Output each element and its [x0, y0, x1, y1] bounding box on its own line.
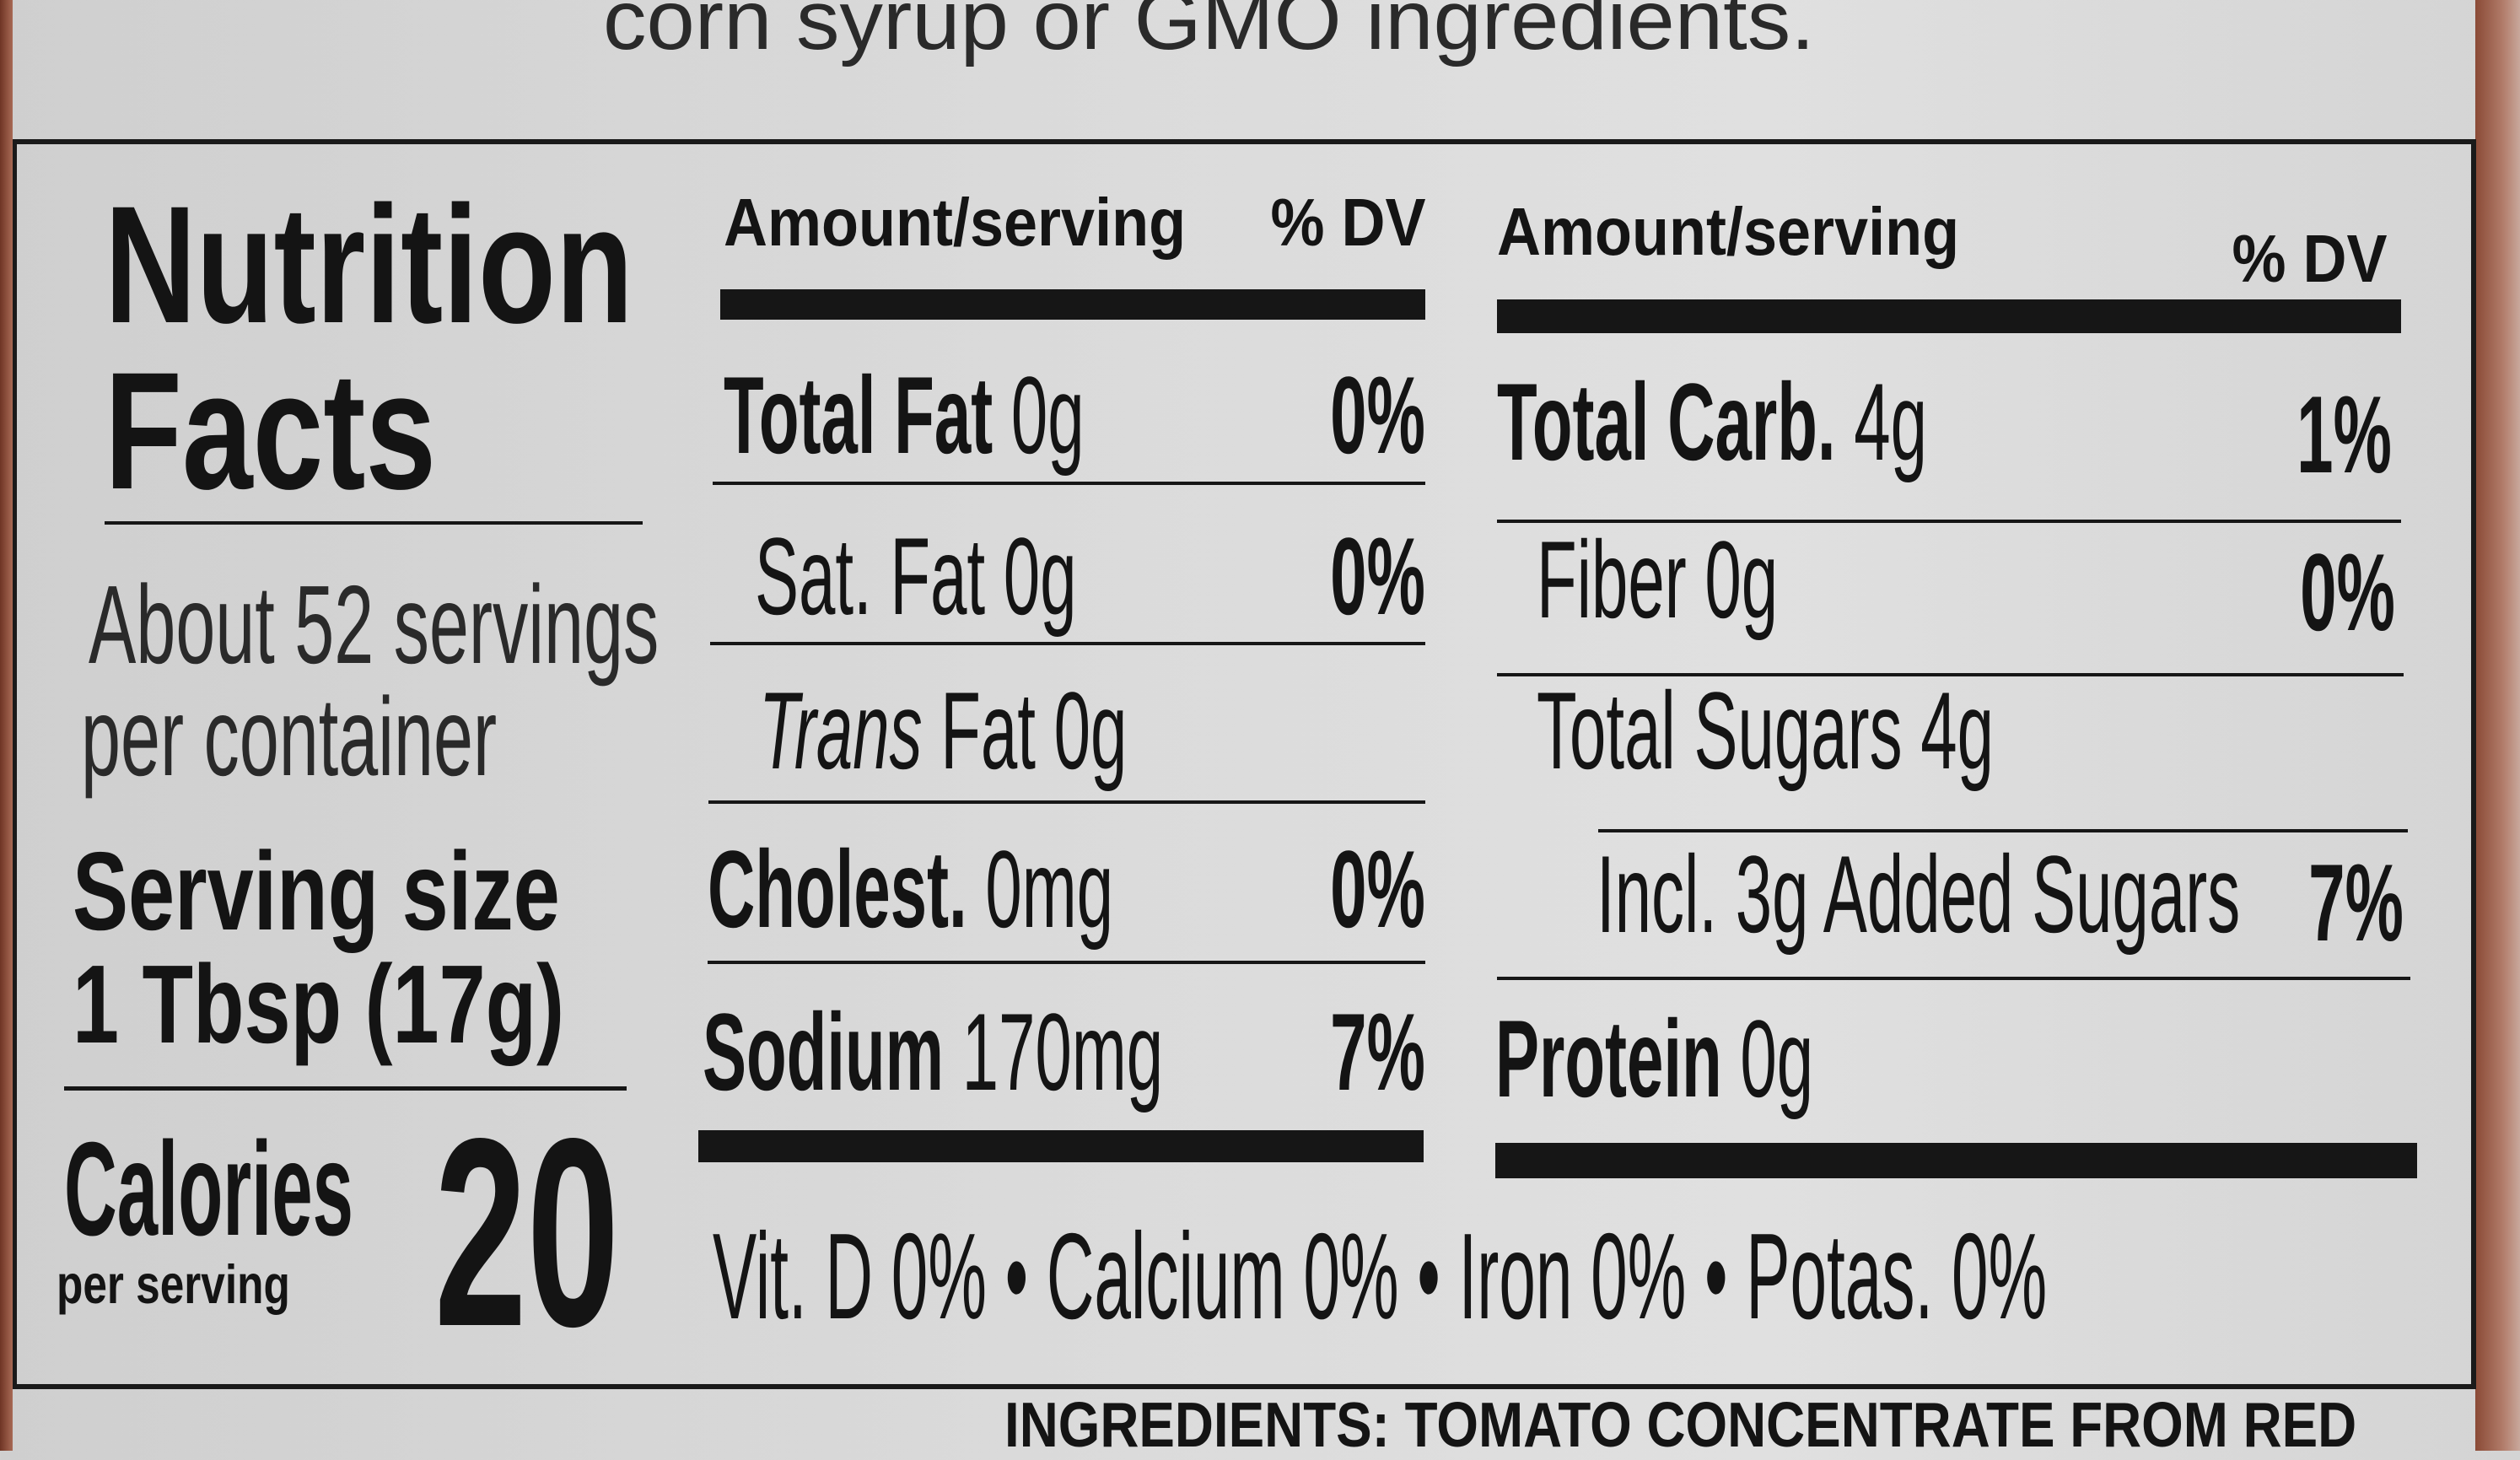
row-total-sugars: Total Sugars 4g — [1537, 676, 1994, 785]
nutrient-amount: 4g — [1854, 360, 1928, 483]
top-text: corn syrup or GMO ingredients. — [603, 0, 1815, 67]
nutrient-name: Sat. Fat — [755, 515, 986, 638]
nutrient-name: Sodium — [703, 990, 944, 1113]
nutrient-name: Total Fat — [724, 353, 993, 477]
nutrition-facts-panel — [13, 139, 2476, 1389]
divider — [1598, 829, 2408, 832]
dv-sat-fat: 0% — [1330, 515, 1425, 638]
dv-fiber: 0% — [2300, 531, 2395, 654]
title-facts: Facts — [105, 337, 437, 524]
nutrient-name: Total Carb. — [1497, 360, 1836, 483]
dv-total-fat: 0% — [1330, 353, 1425, 477]
amount-header-right: Amount/serving — [1497, 194, 1960, 269]
vitamins-minerals-footer: Vit. D 0% • Calcium 0% • Iron 0% • Potas… — [713, 1208, 2048, 1344]
ingredients-text: INGREDIENTS: TOMATO CONCENTRATE FROM RED — [1004, 1389, 2357, 1460]
thick-bar — [1497, 299, 2401, 333]
servings-per-container: About 52 servings — [89, 563, 660, 687]
divider — [64, 1086, 627, 1091]
row-cholesterol: Cholest. 0mg — [708, 834, 1113, 944]
thick-bar — [1495, 1143, 2417, 1178]
row-total-fat: Total Fat 0g — [724, 360, 1085, 470]
nutrient-amount: Fat 0g — [940, 669, 1128, 792]
divider — [708, 961, 1425, 964]
divider — [708, 800, 1425, 804]
nutrient-amount: 0g — [1740, 997, 1814, 1120]
nutrient-amount: 0g — [1003, 515, 1077, 638]
row-added-sugars: Incl. 3g Added Sugars — [1597, 839, 2240, 949]
serving-size-value: 1 Tbsp (17g) — [73, 942, 565, 1066]
amount-header-left: Amount/serving — [724, 185, 1187, 260]
nutrient-amount: 0g — [1010, 353, 1085, 477]
nutrient-amount: 170mg — [961, 990, 1164, 1113]
nutrient-name: Fiber — [1537, 518, 1687, 641]
nutrient-name: Cholest. — [708, 827, 967, 951]
calories-per-serving: per serving — [57, 1253, 290, 1315]
dv-cholesterol: 0% — [1330, 827, 1425, 951]
package-edge-right — [2475, 0, 2520, 1451]
package-edge-left — [0, 0, 13, 1451]
dv-added-sugars: 7% — [2308, 841, 2404, 964]
divider — [105, 521, 643, 525]
dv-sodium: 7% — [1330, 990, 1425, 1113]
dv-header-left: % DV — [1269, 185, 1425, 260]
divider — [713, 482, 1425, 485]
calories-value: 20 — [434, 1083, 620, 1382]
thick-bar — [720, 289, 1425, 320]
nutrient-name: Trans — [759, 669, 923, 792]
thick-bar — [698, 1130, 1424, 1162]
row-sodium: Sodium 170mg — [703, 997, 1163, 1107]
nutrient-amount: 0mg — [985, 827, 1114, 951]
servings-per-container-line2: per container — [81, 675, 498, 799]
dv-total-carb: 1% — [2297, 373, 2392, 496]
row-sat-fat: Sat. Fat 0g — [755, 521, 1077, 631]
divider — [1497, 520, 2401, 523]
divider — [1497, 977, 2410, 980]
nutrient-amount: 4g — [1920, 669, 1995, 792]
row-protein: Protein 0g — [1495, 1004, 1813, 1113]
row-fiber: Fiber 0g — [1537, 525, 1778, 634]
row-total-carb: Total Carb. 4g — [1497, 367, 1927, 477]
nutrient-name: Incl. 3g Added Sugars — [1597, 832, 2241, 956]
calories-label: Calories — [64, 1115, 353, 1263]
divider — [710, 642, 1425, 645]
nutrient-name: Protein — [1495, 997, 1722, 1120]
row-trans-fat: Trans Fat 0g — [759, 676, 1127, 785]
serving-size-label: Serving size — [73, 829, 560, 953]
nutrient-amount: 0g — [1704, 518, 1779, 641]
divider — [1497, 673, 2404, 676]
dv-header-right: % DV — [2231, 221, 2387, 296]
nutrient-name: Total Sugars — [1537, 669, 1903, 792]
title-nutrition: Nutrition — [105, 171, 633, 358]
